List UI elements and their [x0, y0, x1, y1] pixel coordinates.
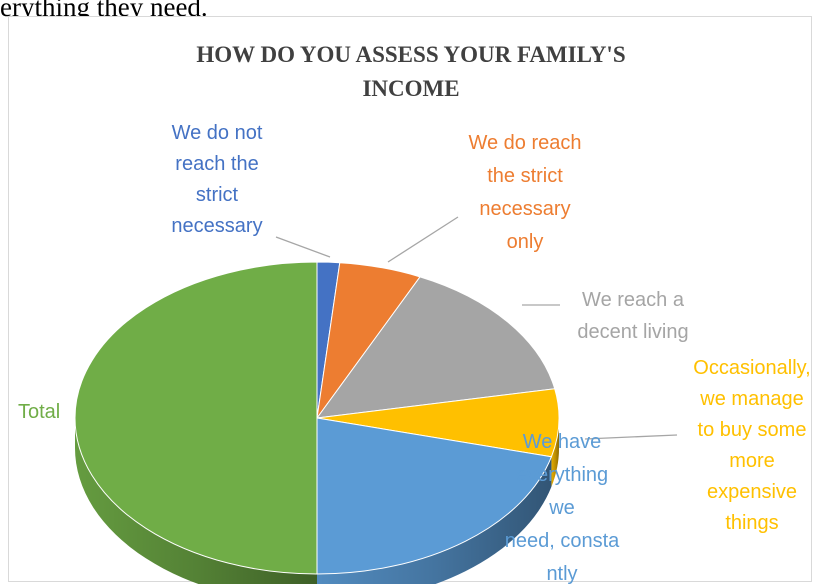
- leader-line: [584, 434, 678, 440]
- leader-line: [275, 236, 331, 258]
- slice-side-shade: [551, 418, 559, 487]
- chart-title-line: INCOME: [362, 76, 459, 101]
- chart-title-line: HOW DO YOU ASSESS YOUR FAMILY'S: [196, 42, 625, 67]
- slice-labels: We do not reach the strict necessary We do r…: [18, 122, 811, 584]
- slice-side-shade: [75, 418, 317, 584]
- leader-line: [387, 216, 459, 263]
- slice-we-have: [316, 417, 553, 575]
- slice-label-occasionally: Occasionally, we manage to buy some more exp…: [693, 357, 810, 534]
- slice-label-we-do-not: We do not reach the strict necessary: [171, 122, 262, 237]
- slice-label-we-reach-a: We reach a decent living: [577, 289, 688, 343]
- slice-label-total: Total: [18, 401, 60, 423]
- leader-lines: [275, 216, 678, 440]
- pie-depth: [75, 418, 559, 584]
- slice-side-shade: [317, 456, 552, 584]
- slice-label-we-do-reach: We do reach the strict necessary only: [468, 132, 581, 253]
- slice-total: [74, 261, 318, 575]
- slice-occasionally: [316, 388, 560, 458]
- pie-top: [74, 261, 560, 575]
- chart-title: HOW DO YOU ASSESS YOUR FAMILY'S INCOME: [196, 42, 625, 101]
- slice-label-we-have: We have everything we need, consta ntly: [505, 431, 620, 584]
- slice-we-reach-a: [315, 276, 556, 419]
